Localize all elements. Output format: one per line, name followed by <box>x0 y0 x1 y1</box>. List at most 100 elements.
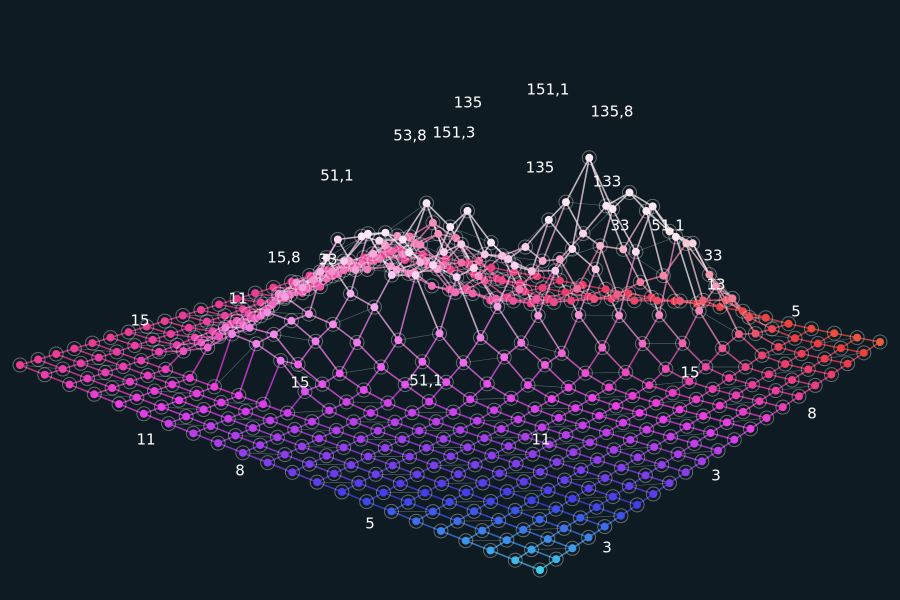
mesh-edge <box>161 406 204 410</box>
mesh-node <box>853 333 862 342</box>
mesh-edge <box>484 436 526 439</box>
node-label: 33 <box>703 247 722 265</box>
mesh-edge <box>752 384 776 392</box>
mesh-node-ring <box>259 304 275 320</box>
mesh-edge <box>161 406 187 418</box>
mesh-node-ring <box>406 265 422 281</box>
mesh-node <box>313 478 322 487</box>
mesh-node-ring <box>255 396 271 412</box>
mesh-node <box>150 387 159 396</box>
mesh-node <box>807 324 816 333</box>
mesh-node-ring <box>621 185 637 201</box>
mesh-node <box>820 354 829 363</box>
mesh-edge <box>463 356 505 364</box>
mesh-node <box>263 308 272 317</box>
mesh-node-ring <box>744 377 760 393</box>
mesh-node <box>576 513 585 522</box>
mesh-node <box>428 507 437 516</box>
mesh-node-ring <box>564 241 580 257</box>
mesh-node <box>416 258 425 267</box>
mesh-edge <box>400 482 426 494</box>
mesh-edge <box>527 384 569 388</box>
mesh-node <box>607 294 616 303</box>
mesh-edge <box>599 412 640 416</box>
mesh-node-ring <box>265 279 281 295</box>
mesh-node <box>538 423 547 432</box>
mesh-node-ring <box>259 302 275 318</box>
mesh-node <box>463 206 472 215</box>
mesh-node <box>280 292 289 301</box>
mesh-node <box>292 278 301 287</box>
mesh-edge <box>658 314 684 344</box>
mesh-edge <box>622 210 648 250</box>
mesh-node <box>70 344 79 353</box>
mesh-node-ring <box>577 365 593 381</box>
mesh-node-ring <box>735 303 751 319</box>
mesh-node-ring <box>601 379 617 395</box>
mesh-node <box>487 238 496 247</box>
mesh-node <box>725 373 734 382</box>
mesh-node <box>398 435 407 444</box>
mesh-node <box>619 245 628 254</box>
mesh-node <box>519 525 528 534</box>
mesh-node-ring <box>412 254 428 270</box>
mesh-node <box>404 269 413 278</box>
mesh-node-ring <box>401 244 417 260</box>
mesh-node <box>547 395 556 404</box>
mesh-node <box>252 339 261 348</box>
mesh-node <box>473 416 482 425</box>
mesh-node <box>601 474 610 483</box>
mesh-node <box>859 348 868 357</box>
mesh-node <box>449 408 458 417</box>
mesh-node <box>342 397 351 406</box>
mesh-node-ring <box>735 404 751 420</box>
mesh-node-ring <box>591 408 607 424</box>
mesh-node-ring <box>402 449 418 465</box>
mesh-node <box>143 371 152 380</box>
mesh-node-ring <box>211 296 227 312</box>
mesh-edge <box>343 446 369 458</box>
mesh-edge <box>19 364 46 376</box>
mesh-edge <box>670 435 695 445</box>
mesh-edge <box>635 206 654 253</box>
mesh-node-ring <box>532 511 548 527</box>
mesh-node-ring <box>524 492 540 508</box>
mesh-node <box>329 320 338 329</box>
mesh-node-ring <box>724 290 740 306</box>
mesh-node <box>648 202 657 211</box>
mesh-node <box>436 526 445 535</box>
mesh-node <box>451 288 460 297</box>
mesh-node <box>591 265 600 274</box>
mesh-node <box>685 377 694 386</box>
mesh-node <box>241 407 250 416</box>
mesh-node <box>220 311 229 320</box>
mesh-edge <box>742 411 767 419</box>
mesh-edge <box>517 418 543 429</box>
mesh-node <box>625 188 634 197</box>
mesh-node-ring <box>314 376 330 392</box>
mesh-node-ring <box>419 195 435 211</box>
mesh-node <box>533 272 542 281</box>
mesh-node <box>256 441 265 450</box>
mesh-edge <box>641 343 667 370</box>
mesh-edge <box>262 403 288 414</box>
mesh-node-ring <box>517 429 533 445</box>
mesh-edge <box>407 501 434 513</box>
mesh-node-ring <box>503 390 519 406</box>
mesh-edge <box>556 461 582 471</box>
mesh-node-ring <box>597 519 613 535</box>
mesh-node-ring <box>581 480 597 496</box>
mesh-edge <box>152 339 178 346</box>
mesh-node-ring <box>606 442 622 458</box>
mesh-edge <box>465 539 507 542</box>
mesh-edge <box>628 485 654 495</box>
mesh-node-ring <box>301 306 317 322</box>
mesh-edge <box>710 432 735 441</box>
mesh-edge <box>663 418 688 428</box>
mesh-node <box>354 479 363 488</box>
mesh-node <box>682 239 691 248</box>
mesh-edge <box>206 320 231 325</box>
mesh-node <box>297 442 306 451</box>
mesh-edge <box>565 157 590 203</box>
mesh-node <box>304 310 313 319</box>
